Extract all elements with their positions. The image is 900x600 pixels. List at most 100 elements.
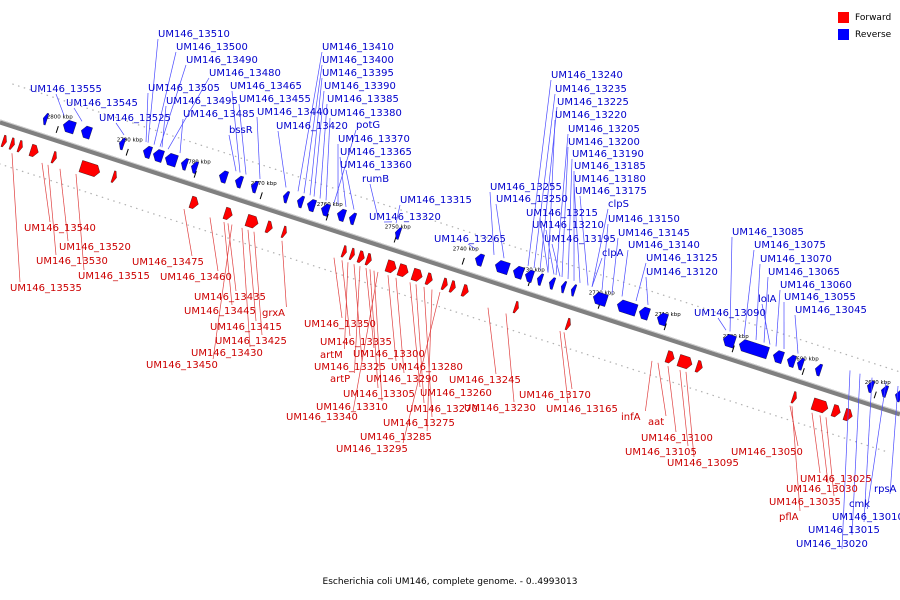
forward-gene-label-leader: [645, 360, 653, 412]
reverse-gene-label: UM146_13360: [340, 160, 412, 171]
forward-gene-arrow: [28, 143, 39, 157]
forward-gene-label-leader: [353, 264, 363, 362]
forward-gene-arrow-shape: [364, 252, 372, 266]
reverse-gene-arrow: [495, 260, 511, 276]
reverse-gene-label-leader: [159, 64, 187, 147]
reverse-gene-label-leader: [179, 118, 184, 154]
reverse-gene-label: UM146_13495: [166, 96, 238, 107]
legend-item-forward: Forward: [838, 9, 891, 26]
reverse-gene-arrow-shape: [525, 269, 535, 283]
forward-gene-label-leader: [657, 362, 667, 417]
forward-gene-arrow: [810, 397, 829, 414]
forward-gene-arrow: [364, 252, 372, 266]
reverse-gene-label-leader: [621, 249, 629, 297]
forward-gene-label: UM146_13260: [420, 388, 492, 399]
forward-gene-arrow-shape: [50, 151, 57, 164]
forward-gene-label: UM146_13340: [286, 412, 358, 423]
reverse-gene-label-leader: [591, 208, 609, 287]
forward-swatch: [838, 12, 849, 23]
reverse-gene-label-leader: [339, 156, 347, 207]
forward-gene-label: aat: [648, 417, 664, 428]
tick-mark: [873, 391, 877, 399]
reverse-gene-arrow-shape: [787, 354, 797, 368]
forward-gene-arrow-shape: [830, 404, 841, 418]
forward-gene-label: UM146_13300: [353, 349, 425, 360]
reverse-gene-arrow-shape: [593, 291, 609, 307]
reverse-gene-label-leader: [545, 229, 555, 275]
forward-gene-label: UM146_13275: [383, 418, 455, 429]
forward-gene-label: UM146_13170: [519, 390, 591, 401]
forward-gene-label: UM146_13105: [625, 447, 697, 458]
reverse-gene-label: UM146_13065: [768, 267, 840, 278]
forward-gene-label-leader: [409, 282, 421, 388]
reverse-gene-arrow: [395, 227, 403, 240]
reverse-gene-label-leader: [539, 217, 549, 273]
reverse-gene-label: UM146_13480: [209, 68, 281, 79]
forward-gene-arrow: [16, 140, 23, 153]
reverse-gene-label-leader: [533, 93, 556, 268]
reverse-gene-label: UM146_13485: [183, 109, 255, 120]
reverse-gene-label-leader: [73, 107, 83, 122]
forward-gene-arrow-shape: [16, 140, 23, 153]
forward-gene-arrow: [396, 263, 409, 277]
reverse-gene-arrow-shape: [251, 180, 259, 194]
legend: Forward Reverse: [838, 9, 891, 43]
forward-gene-label-leader: [344, 262, 349, 350]
forward-gene-arrow: [384, 259, 397, 274]
forward-gene-arrow: [694, 360, 703, 373]
reverse-gene-label: UM146_13510: [158, 29, 230, 40]
forward-gene-arrow: [188, 195, 199, 209]
reverse-gene-label-leader: [573, 183, 581, 283]
reverse-gene-label: UM146_13010: [832, 512, 900, 523]
reverse-gene-label: UM146_13380: [330, 108, 402, 119]
forward-gene-label-leader: [685, 371, 695, 458]
forward-gene-label-leader: [667, 366, 677, 433]
reverse-gene-arrow: [739, 339, 770, 360]
reverse-gene-arrow: [723, 334, 737, 349]
reverse-gene-arrow: [773, 350, 785, 364]
forward-gene-arrow: [460, 284, 469, 297]
forward-gene-arrow-shape: [348, 247, 355, 261]
tick-label: 2770 kbp: [251, 181, 277, 187]
forward-gene-label: UM146_13435: [194, 292, 266, 303]
reverse-gene-arrow: [219, 170, 229, 184]
forward-gene-label: UM146_13245: [449, 375, 521, 386]
reverse-gene-arrow: [63, 120, 77, 135]
tick-mark: [801, 368, 805, 376]
forward-gene-arrow: [842, 408, 853, 422]
reverse-gene-label: UM146_13220: [555, 110, 627, 121]
forward-gene-label-leader: [387, 275, 397, 362]
reverse-gene-label-leader: [325, 117, 331, 201]
reverse-gene-label: UM146_13090: [694, 308, 766, 319]
reverse-gene-label-leader: [153, 51, 177, 145]
forward-gene-label-leader: [354, 266, 361, 374]
tick-mark: [663, 323, 667, 331]
reverse-gene-label-leader: [303, 64, 323, 194]
forward-gene-arrow-shape: [188, 195, 199, 209]
forward-gene-arrow-shape: [340, 245, 347, 258]
reverse-gene-arrow-shape: [797, 358, 805, 371]
reverse-gene-label-leader: [489, 191, 495, 255]
forward-gene-label-leader: [59, 168, 69, 242]
forward-gene-arrow-shape: [448, 280, 456, 293]
forward-gene-label: UM146_13350: [304, 319, 376, 330]
forward-gene-arrow-shape: [396, 263, 409, 277]
reverse-gene-label: UM146_13125: [646, 253, 718, 264]
reverse-gene-label-leader: [611, 237, 619, 294]
reverse-gene-label: UM146_13255: [490, 182, 562, 193]
labels-layer: UM146_13510 UM146_13500 UM146_13490 UM146_1…: [10, 29, 900, 550]
genome-caption: Escherichia coli UM146, complete genome.…: [322, 577, 578, 587]
forward-gene-label: UM146_13280: [391, 362, 463, 373]
forward-gene-arrow: [830, 404, 841, 418]
reverse-gene-arrow: [513, 266, 525, 280]
reverse-gene-label: UM146_13505: [148, 83, 220, 94]
tick-mark: [259, 192, 263, 200]
reverse-gene-label-leader: [115, 122, 125, 136]
reverse-gene-label: UM146_13225: [557, 97, 629, 108]
forward-gene-arrow: [410, 267, 423, 282]
legend-item-reverse: Reverse: [838, 26, 891, 43]
reverse-gene-arrow-shape: [349, 212, 357, 226]
reverse-gene-label: UM146_13200: [568, 137, 640, 148]
reverse-gene-label-leader: [579, 195, 589, 286]
